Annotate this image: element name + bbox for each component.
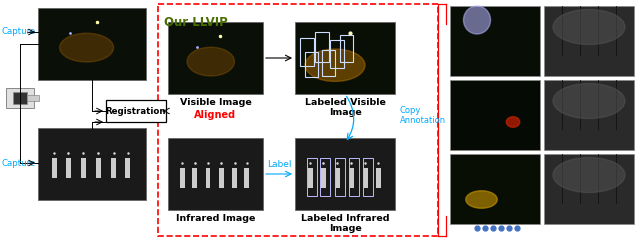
Ellipse shape: [506, 117, 520, 127]
Bar: [180, 168, 184, 188]
Text: Capture: Capture: [2, 159, 36, 168]
Ellipse shape: [187, 47, 234, 76]
Bar: [111, 158, 116, 178]
Text: Copy
Annotation: Copy Annotation: [400, 106, 446, 125]
Bar: [305, 52, 318, 77]
Bar: [96, 158, 101, 178]
Bar: [315, 32, 329, 62]
Bar: [219, 168, 223, 188]
Bar: [232, 168, 237, 188]
Bar: [65, 158, 71, 178]
Ellipse shape: [466, 191, 497, 208]
Bar: [192, 168, 197, 188]
Text: Labeled Infrared
Image: Labeled Infrared Image: [301, 214, 389, 233]
Bar: [349, 158, 359, 196]
Bar: [38, 128, 146, 200]
Bar: [205, 168, 211, 188]
Bar: [362, 168, 367, 188]
Bar: [330, 40, 344, 68]
Text: Capture: Capture: [2, 27, 36, 37]
Bar: [158, 4, 438, 236]
Bar: [295, 22, 395, 94]
Bar: [544, 80, 634, 150]
Ellipse shape: [553, 10, 625, 45]
Bar: [168, 22, 263, 94]
Bar: [168, 138, 263, 210]
Bar: [335, 168, 339, 188]
Bar: [320, 158, 330, 196]
Bar: [363, 158, 373, 196]
Text: Visible Image: Visible Image: [180, 98, 252, 107]
Bar: [450, 6, 540, 76]
Bar: [322, 50, 335, 76]
Bar: [376, 168, 381, 188]
Bar: [27, 95, 39, 101]
Bar: [307, 158, 317, 196]
Bar: [450, 80, 540, 150]
Text: Label: Label: [267, 160, 291, 169]
Bar: [6, 88, 34, 108]
Bar: [295, 138, 395, 210]
Bar: [349, 168, 353, 188]
Bar: [244, 168, 249, 188]
Text: Aligned: Aligned: [195, 110, 237, 120]
Text: Infrared Image: Infrared Image: [176, 214, 255, 223]
Ellipse shape: [553, 84, 625, 119]
Text: Registration: Registration: [106, 107, 166, 115]
Bar: [13, 92, 27, 104]
Bar: [300, 38, 314, 66]
Bar: [340, 35, 353, 62]
Text: Labeled Visible
Image: Labeled Visible Image: [305, 98, 385, 117]
Bar: [335, 158, 345, 196]
Text: Our LLVIP: Our LLVIP: [164, 16, 228, 29]
Ellipse shape: [463, 6, 490, 34]
Bar: [544, 154, 634, 224]
Ellipse shape: [60, 33, 114, 62]
Bar: [544, 6, 634, 76]
Bar: [125, 158, 131, 178]
Bar: [81, 158, 86, 178]
Bar: [106, 100, 166, 122]
Ellipse shape: [305, 49, 365, 81]
Ellipse shape: [553, 158, 625, 193]
Bar: [307, 168, 312, 188]
Bar: [51, 158, 57, 178]
Bar: [38, 8, 146, 80]
Bar: [321, 168, 326, 188]
Bar: [450, 154, 540, 224]
